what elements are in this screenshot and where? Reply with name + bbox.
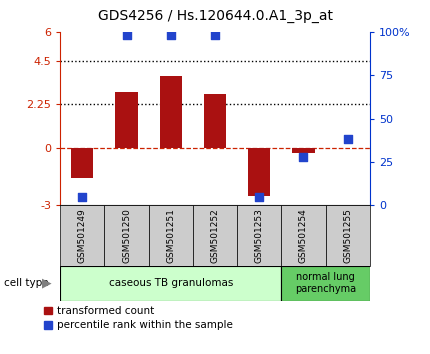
Point <box>123 33 130 38</box>
FancyBboxPatch shape <box>149 205 193 266</box>
Text: GSM501254: GSM501254 <box>299 208 308 263</box>
FancyBboxPatch shape <box>281 266 370 301</box>
Text: ▶: ▶ <box>42 277 52 290</box>
Text: GSM501250: GSM501250 <box>122 208 131 263</box>
Bar <box>71 148 93 178</box>
Point <box>167 33 174 38</box>
Point <box>79 194 86 200</box>
Bar <box>116 92 138 148</box>
Text: normal lung
parenchyma: normal lung parenchyma <box>295 272 356 294</box>
FancyBboxPatch shape <box>104 205 149 266</box>
FancyBboxPatch shape <box>193 205 237 266</box>
FancyBboxPatch shape <box>326 205 370 266</box>
Text: GSM501253: GSM501253 <box>255 208 264 263</box>
FancyBboxPatch shape <box>281 205 326 266</box>
Text: GDS4256 / Hs.120644.0.A1_3p_at: GDS4256 / Hs.120644.0.A1_3p_at <box>98 9 332 23</box>
Bar <box>204 93 226 148</box>
Bar <box>292 148 314 153</box>
Text: GSM501249: GSM501249 <box>78 208 87 263</box>
FancyBboxPatch shape <box>60 266 281 301</box>
Text: GSM501255: GSM501255 <box>343 208 352 263</box>
Bar <box>160 76 182 148</box>
FancyBboxPatch shape <box>237 205 281 266</box>
Bar <box>248 148 270 196</box>
Point <box>344 137 351 142</box>
FancyBboxPatch shape <box>60 205 104 266</box>
Text: caseous TB granulomas: caseous TB granulomas <box>109 278 233 288</box>
Text: GSM501252: GSM501252 <box>211 208 219 263</box>
Point <box>212 33 218 38</box>
Point <box>300 154 307 160</box>
Legend: transformed count, percentile rank within the sample: transformed count, percentile rank withi… <box>44 306 233 330</box>
Text: GSM501251: GSM501251 <box>166 208 175 263</box>
Point <box>256 194 263 200</box>
Text: cell type: cell type <box>4 278 49 288</box>
